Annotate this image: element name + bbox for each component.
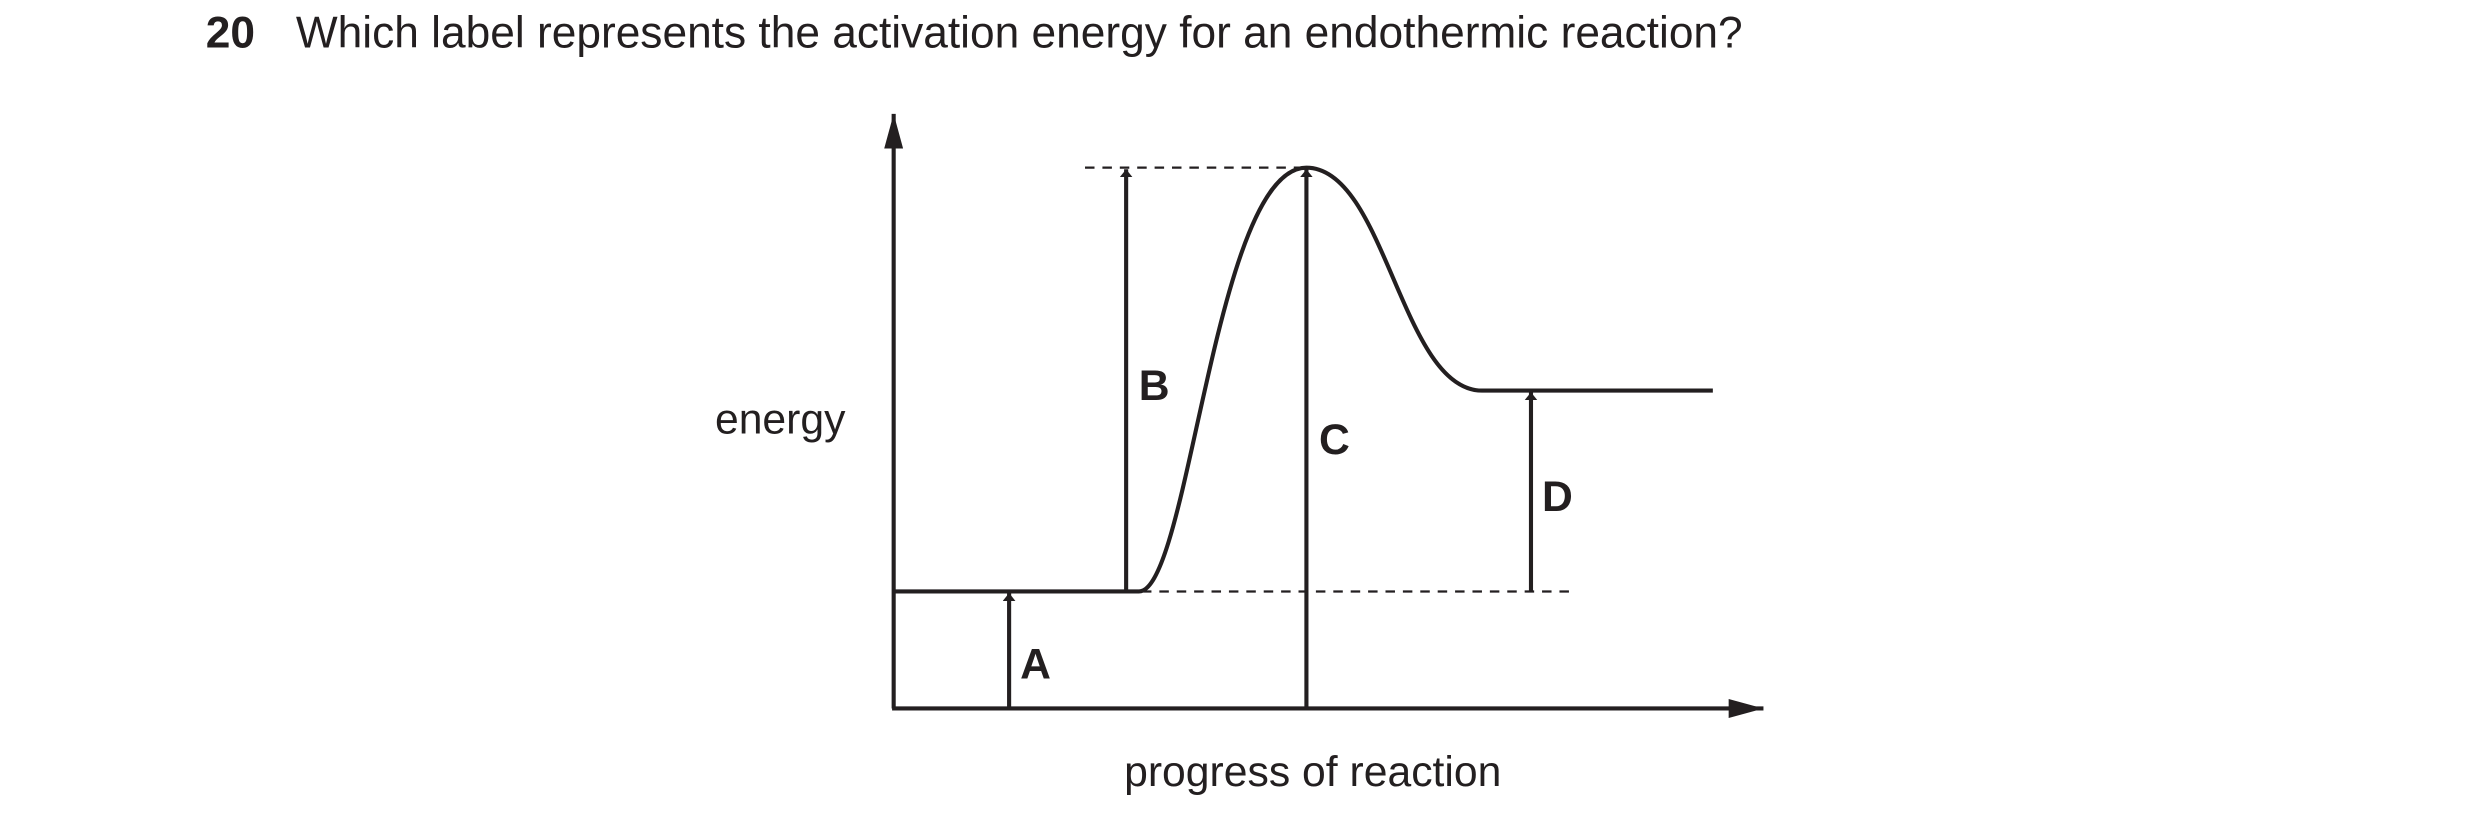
question-number: 20 (206, 8, 255, 57)
question-text: Which label represents the activation en… (296, 8, 1743, 57)
label-b: B (1139, 362, 1170, 410)
label-c: C (1319, 416, 1350, 464)
label-d: D (1542, 473, 1573, 521)
energy-profile-curve (893, 165, 1713, 594)
x-axis-label: progress of reaction (1124, 748, 1501, 796)
y-axis-label: energy (715, 395, 846, 443)
label-a: A (1020, 640, 1051, 688)
